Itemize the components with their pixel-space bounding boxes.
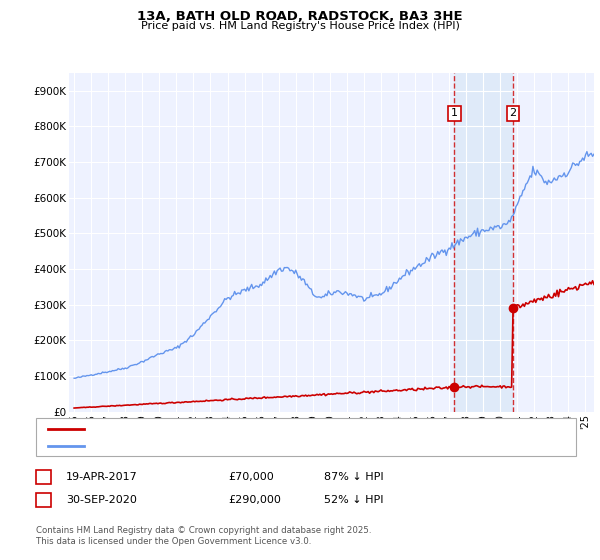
Text: HPI: Average price, detached house, Bath and North East Somerset: HPI: Average price, detached house, Bath… [90, 441, 419, 451]
Text: 87% ↓ HPI: 87% ↓ HPI [324, 472, 383, 482]
Text: 2: 2 [509, 109, 517, 119]
Text: Contains HM Land Registry data © Crown copyright and database right 2025.
This d: Contains HM Land Registry data © Crown c… [36, 526, 371, 546]
Text: £70,000: £70,000 [228, 472, 274, 482]
Text: 52% ↓ HPI: 52% ↓ HPI [324, 495, 383, 505]
Text: 1: 1 [40, 472, 47, 482]
Text: 13A, BATH OLD ROAD, RADSTOCK, BA3 3HE (detached house): 13A, BATH OLD ROAD, RADSTOCK, BA3 3HE (d… [90, 424, 394, 434]
Text: 30-SEP-2020: 30-SEP-2020 [66, 495, 137, 505]
Text: £290,000: £290,000 [228, 495, 281, 505]
Text: Price paid vs. HM Land Registry's House Price Index (HPI): Price paid vs. HM Land Registry's House … [140, 21, 460, 31]
Text: 13A, BATH OLD ROAD, RADSTOCK, BA3 3HE: 13A, BATH OLD ROAD, RADSTOCK, BA3 3HE [137, 10, 463, 23]
Text: 1: 1 [451, 109, 458, 119]
Bar [454, 73, 513, 412]
Text: 2: 2 [40, 495, 47, 505]
Text: 19-APR-2017: 19-APR-2017 [66, 472, 138, 482]
